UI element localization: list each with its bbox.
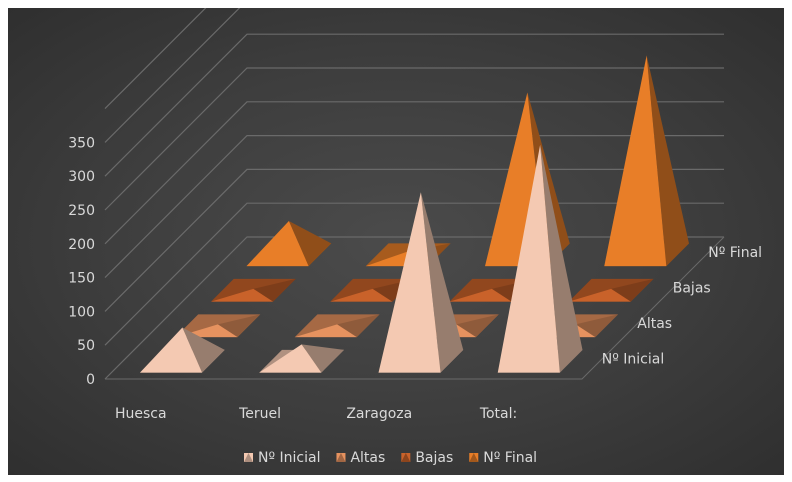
legend-swatch-shade bbox=[244, 453, 253, 462]
y-tick-label: 0 bbox=[86, 372, 95, 388]
pyramid-side-face bbox=[420, 192, 464, 373]
pyramid-mark bbox=[175, 314, 261, 338]
pyramid-mark bbox=[246, 220, 332, 267]
pyramid-mark bbox=[140, 327, 225, 373]
legend-label: Altas bbox=[350, 450, 385, 466]
pyramid-front-face bbox=[211, 288, 274, 302]
pyramid-front-face bbox=[246, 220, 309, 267]
pyramid-side-face bbox=[575, 314, 618, 338]
y-tick-label: 300 bbox=[68, 169, 95, 185]
pyramid-side-face bbox=[253, 278, 296, 302]
pyramid-mark bbox=[378, 192, 464, 373]
pyramid-layer bbox=[140, 55, 689, 373]
label-layer: 0 50 100 150 200 250 300 350 Huesca Teruel Zaragoz… bbox=[68, 135, 762, 422]
series-axis-label: Altas bbox=[637, 316, 672, 332]
pyramid-mark bbox=[568, 278, 654, 302]
pyramid-front-face bbox=[378, 192, 441, 373]
chart-svg: 0 50 100 150 200 250 300 350 Huesca Teruel Zaragoz… bbox=[68, 8, 762, 466]
category-label: Teruel bbox=[238, 406, 281, 422]
pyramid-side-face bbox=[611, 278, 654, 302]
legend-item: Altas bbox=[336, 450, 385, 466]
pyramid-front-face bbox=[294, 324, 357, 338]
legend-item: Bajas bbox=[401, 450, 453, 466]
chart-area: 0 50 100 150 200 250 300 350 Huesca Teruel Zaragoz… bbox=[8, 8, 784, 475]
gridline bbox=[104, 33, 724, 177]
legend-label: Nº Final bbox=[483, 450, 537, 466]
gridline bbox=[104, 101, 724, 245]
legend-item: Nº Final bbox=[469, 450, 537, 466]
gridline bbox=[104, 202, 724, 346]
pyramid-front-face bbox=[330, 288, 393, 302]
y-tick-label: 250 bbox=[68, 203, 95, 219]
pyramid-side-face bbox=[182, 327, 225, 373]
y-tick-label: 200 bbox=[68, 237, 95, 253]
pyramid-front-face bbox=[497, 144, 560, 373]
pyramid-side-face bbox=[301, 344, 344, 373]
pyramid-front-face bbox=[568, 288, 631, 302]
gridline bbox=[104, 8, 241, 143]
legend-swatch-shade bbox=[336, 453, 346, 462]
series-axis-label: Nº Inicial bbox=[602, 351, 664, 367]
gridline bbox=[104, 8, 207, 110]
grid-layer bbox=[104, 8, 725, 380]
pyramid-mark bbox=[497, 144, 583, 373]
floor-edge bbox=[105, 236, 725, 380]
series-axis-label: Nº Final bbox=[708, 245, 762, 261]
pyramid-side-face bbox=[527, 92, 570, 267]
legend-swatch-shade bbox=[469, 453, 479, 462]
pyramid-side-face bbox=[337, 314, 380, 338]
pyramid-mark bbox=[294, 314, 380, 338]
pyramid-side-face bbox=[288, 220, 332, 267]
pyramid-side-face bbox=[646, 55, 689, 267]
pyramid-front-face bbox=[604, 55, 667, 267]
legend-label: Bajas bbox=[415, 450, 453, 466]
gridline bbox=[104, 134, 724, 279]
pyramid-side-face bbox=[217, 314, 261, 338]
pyramid-side-face bbox=[456, 314, 499, 338]
gridline bbox=[104, 168, 724, 312]
pyramid-front-face bbox=[449, 288, 512, 302]
pyramid-mark bbox=[211, 278, 296, 302]
category-label: Zaragoza bbox=[346, 406, 412, 422]
y-tick-label: 100 bbox=[68, 304, 95, 320]
y-tick-label: 350 bbox=[68, 135, 95, 151]
legend-item: Nº Inicial bbox=[244, 450, 320, 466]
legend-swatch-shade bbox=[401, 453, 411, 462]
pyramid-mark bbox=[604, 55, 689, 267]
pyramid-front-face bbox=[259, 344, 322, 373]
pyramid-side-face bbox=[540, 144, 583, 373]
gridline bbox=[104, 67, 724, 211]
pyramid-front-face bbox=[140, 327, 203, 373]
pyramid-mark bbox=[259, 344, 344, 373]
legend-layer: Nº Inicial Altas Bajas Nº Final bbox=[244, 450, 537, 466]
series-axis-label: Bajas bbox=[673, 280, 711, 296]
category-label: Huesca bbox=[115, 406, 167, 422]
category-label: Total: bbox=[479, 406, 517, 422]
y-tick-label: 150 bbox=[68, 271, 95, 287]
y-tick-label: 50 bbox=[77, 338, 95, 354]
legend-label: Nº Inicial bbox=[258, 450, 320, 466]
